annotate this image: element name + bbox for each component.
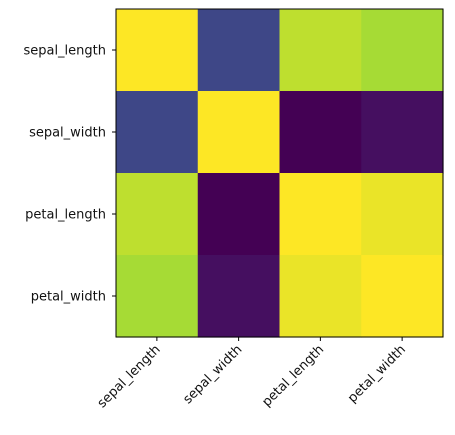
y-tick-label: petal_length: [25, 208, 106, 223]
heatmap-cell-sepal_length-sepal_length: [116, 9, 199, 92]
heatmap-cell-petal_length-petal_length: [279, 173, 362, 256]
heatmap-cell-petal_width-petal_length: [279, 255, 362, 338]
heatmap-cell-petal_length-sepal_width: [197, 173, 281, 256]
heatmap-cell-petal_width-petal_width: [361, 255, 444, 338]
x-tick-label: sepal_width: [180, 342, 245, 407]
x-tick-label: petal_width: [345, 342, 409, 406]
y-tick-labels: sepal_length sepal_width petal_lengthpetal…: [23, 44, 106, 305]
plot-frame: [115, 8, 444, 338]
y-tick-label: sepal_width: [29, 126, 106, 141]
heatmap-cell-sepal_length-petal_width: [361, 9, 444, 92]
y-tick-label: sepal_length: [23, 44, 106, 59]
x-tick-label: petal_length: [259, 342, 327, 410]
heatmap-cell-petal_width-sepal_length: [116, 255, 199, 338]
heatmap-cell-sepal_length-petal_length: [279, 9, 362, 92]
y-tick-label: petal_width: [31, 290, 106, 305]
heatmap-cell-sepal_width-sepal_length: [116, 91, 199, 174]
heatmap-cell-sepal_width-petal_width: [361, 91, 444, 174]
heatmap-cell-sepal_width-sepal_width: [197, 91, 281, 174]
x-tick-label: sepal_length: [95, 342, 164, 411]
heatmap-cell-sepal_width-petal_length: [279, 91, 362, 174]
ticks-layer: [112, 49, 403, 341]
heatmap-cell-petal_width-sepal_width: [197, 255, 281, 338]
heatmap-cell-sepal_length-sepal_width: [197, 9, 281, 92]
x-tick-labels: sepal_length sepal_width petal_length petal…: [95, 342, 409, 411]
heatmap-cell-petal_length-petal_width: [361, 173, 444, 256]
cells-layer: [116, 9, 444, 338]
heatmap-cell-petal_length-sepal_length: [116, 173, 199, 256]
